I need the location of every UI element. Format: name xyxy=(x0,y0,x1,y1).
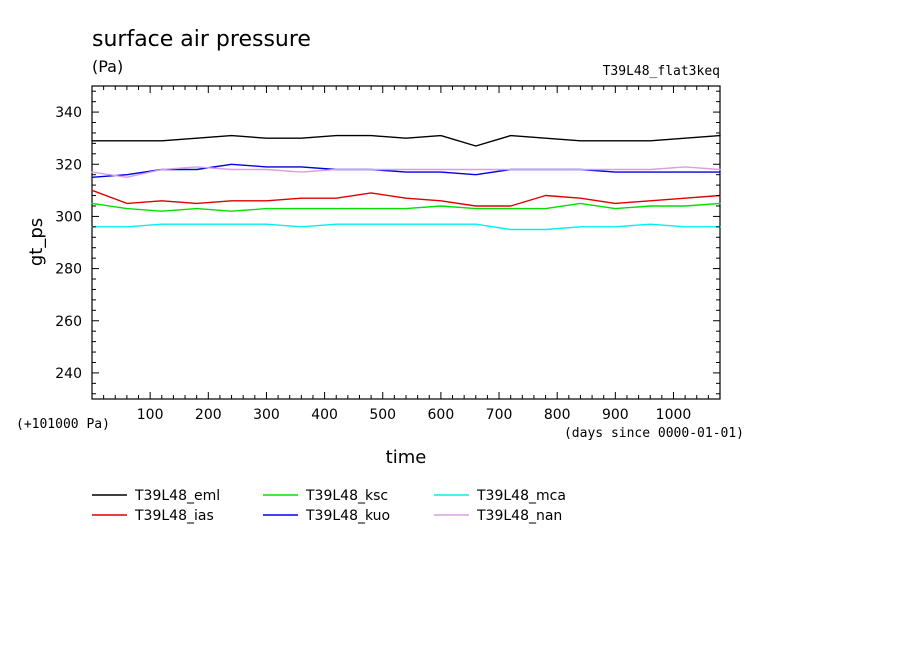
y-tick-label: 340 xyxy=(55,105,82,121)
x-tick-label: 300 xyxy=(253,407,280,423)
x-tick-label: 600 xyxy=(428,407,455,423)
y-tick-label: 280 xyxy=(55,262,82,278)
x-tick-label: 200 xyxy=(195,407,222,423)
x-tick-label: 900 xyxy=(602,407,629,423)
legend-label-T39L48_nan: T39L48_nan xyxy=(476,508,562,524)
series-line-T39L48_eml xyxy=(91,134,721,147)
y-tick-label: 240 xyxy=(55,366,82,382)
y-axis-label: gt_ps xyxy=(26,218,47,266)
plot-series-group xyxy=(91,134,721,231)
series-line-T39L48_ias xyxy=(91,189,721,207)
legend-label-T39L48_mca: T39L48_mca xyxy=(476,488,566,504)
x-tick-label: 500 xyxy=(369,407,396,423)
legend-label-T39L48_eml: T39L48_eml xyxy=(134,488,220,504)
chart-unit-subtitle: (Pa) xyxy=(92,57,123,76)
y-axis-ticks: 240 260 280 300 320 340 xyxy=(55,90,720,395)
y-offset-label: (+101000 Pa) xyxy=(16,417,110,432)
series-line-T39L48_nan xyxy=(91,166,721,179)
legend-label-T39L48_ias: T39L48_ias xyxy=(134,508,214,524)
series-line-T39L48_kuo xyxy=(91,163,721,179)
x-tick-label: 1000 xyxy=(656,407,692,423)
chart-title: surface air pressure xyxy=(92,27,311,52)
experiment-label: T39L48_flat3keq xyxy=(603,64,720,79)
x-axis-ticks: 100 200 300 400 500 600 700 800 900 1000 xyxy=(103,86,709,423)
legend-label-T39L48_ksc: T39L48_ksc xyxy=(305,488,388,504)
chart-legend: T39L48_eml T39L48_ias T39L48_ksc T39L48_kuo… xyxy=(92,488,566,524)
x-units-label: (days since 0000-01-01) xyxy=(564,426,744,441)
y-tick-label: 300 xyxy=(55,209,82,225)
x-axis-label: time xyxy=(386,447,427,468)
y-tick-label: 320 xyxy=(55,157,82,173)
x-tick-label: 800 xyxy=(544,407,571,423)
x-tick-label: 700 xyxy=(486,407,513,423)
series-line-T39L48_ksc xyxy=(91,202,721,212)
legend-label-T39L48_kuo: T39L48_kuo xyxy=(305,508,390,524)
y-tick-label: 260 xyxy=(55,314,82,330)
x-tick-label: 100 xyxy=(137,407,164,423)
x-tick-label: 400 xyxy=(311,407,338,423)
series-line-T39L48_mca xyxy=(91,223,721,231)
plot-frame xyxy=(91,85,721,400)
